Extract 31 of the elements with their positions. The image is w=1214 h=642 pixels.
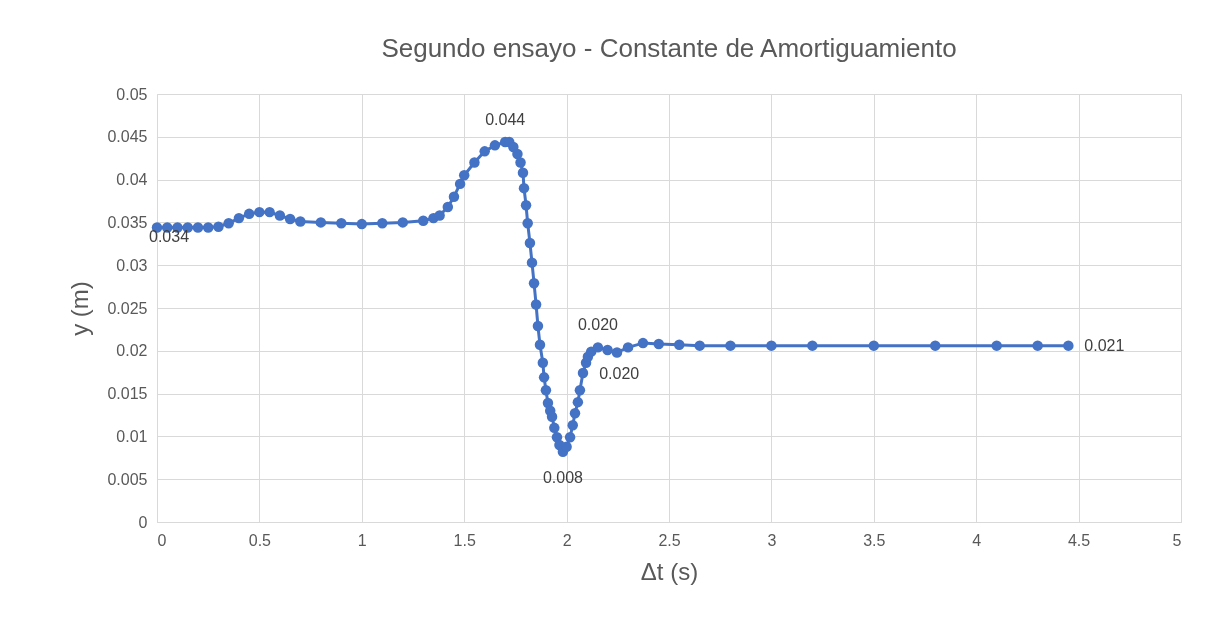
- x-tick-label: 5: [1172, 531, 1182, 549]
- y-tick-label: 0.01: [116, 427, 148, 445]
- data-label: 0.008: [542, 468, 584, 486]
- data-label: 0.020: [577, 316, 619, 334]
- data-label: 0.034: [149, 227, 190, 245]
- x-tick-label: 1: [357, 531, 367, 549]
- y-tick-label: 0.035: [107, 213, 148, 231]
- chart-title: Segundo ensayo - Constante de Amortiguamiento: [381, 33, 957, 63]
- y-tick-label: 0.025: [107, 299, 148, 317]
- y-tick-label: 0.04: [116, 171, 148, 189]
- data-label: 0.021: [1084, 336, 1125, 354]
- x-tick-label: 4.5: [1067, 531, 1091, 549]
- y-tick-label: 0.02: [116, 342, 148, 360]
- x-tick-label: 2.5: [658, 531, 681, 549]
- y-axis-title: y (m): [66, 281, 94, 336]
- y-tick-label: 0.045: [107, 128, 148, 146]
- y-tick-label: 0.015: [107, 385, 148, 403]
- data-label: 0.020: [599, 364, 640, 382]
- x-tick-label: 0: [157, 531, 167, 549]
- x-tick-label: 3: [767, 531, 777, 549]
- y-tick-label: 0.03: [116, 256, 148, 274]
- x-tick-label: 3.5: [863, 531, 886, 549]
- x-tick-label: 1.5: [453, 531, 476, 549]
- x-tick-label: 2: [562, 531, 572, 549]
- x-tick-label: 0.5: [248, 531, 272, 549]
- x-axis-title: Δt (s): [640, 557, 699, 585]
- y-tick-label: 0.005: [107, 470, 148, 488]
- y-tick-label: 0.05: [116, 85, 148, 103]
- data-label: 0.044: [485, 110, 526, 128]
- y-tick-label: 0: [138, 513, 148, 531]
- x-tick-label: 4: [972, 531, 982, 549]
